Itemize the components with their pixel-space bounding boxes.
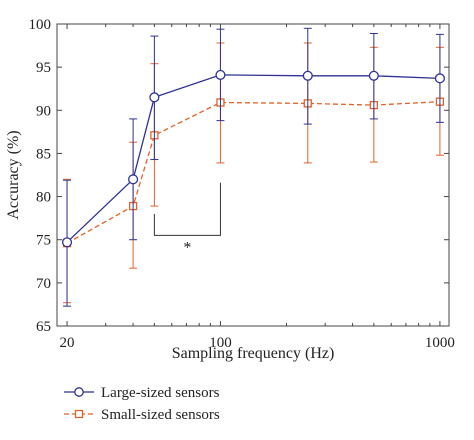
x-tick-label: 1000 <box>425 335 455 351</box>
bracket-path <box>153 182 221 236</box>
y-tick-label: 65 <box>36 319 51 335</box>
y-tick-label: 80 <box>36 190 51 206</box>
legend: Large-sized sensors Small-sized sensors <box>64 385 220 423</box>
data-point-large <box>149 92 160 103</box>
legend-label-small: Small-sized sensors <box>101 407 220 423</box>
legend-label-large: Large-sized sensors <box>101 385 220 401</box>
legend-marker-small <box>74 409 84 419</box>
y-axis-ticks: 65 70 75 80 85 90 95 100 <box>29 17 449 335</box>
data-point-large <box>128 174 139 185</box>
y-tick-label: 90 <box>36 103 51 119</box>
x-tick-label: 20 <box>60 335 75 351</box>
series-line-small <box>66 101 440 244</box>
significance-star: * <box>183 239 191 256</box>
data-point-large <box>434 73 445 84</box>
plot-frame <box>56 23 450 327</box>
series-line-large <box>66 74 440 243</box>
y-tick-label: 85 <box>36 146 51 162</box>
y-tick-label: 70 <box>36 276 51 292</box>
series-layer <box>61 27 445 307</box>
legend-marker-large <box>74 387 84 397</box>
y-tick-label: 75 <box>36 233 51 249</box>
y-tick-label: 100 <box>29 17 52 33</box>
data-point-large <box>215 69 226 80</box>
data-point-large <box>302 70 313 81</box>
y-tick-label: 95 <box>36 60 51 76</box>
x-axis-label: Sampling frequency (Hz) <box>172 345 335 362</box>
y-axis-label: Accuracy (%) <box>5 130 22 219</box>
data-point-large <box>368 70 379 81</box>
data-point-large <box>61 237 73 248</box>
x-tick-label: 100 <box>209 335 232 351</box>
x-axis-ticks: 20 100 1000 <box>60 24 455 351</box>
significance-bracket: * <box>153 182 221 256</box>
